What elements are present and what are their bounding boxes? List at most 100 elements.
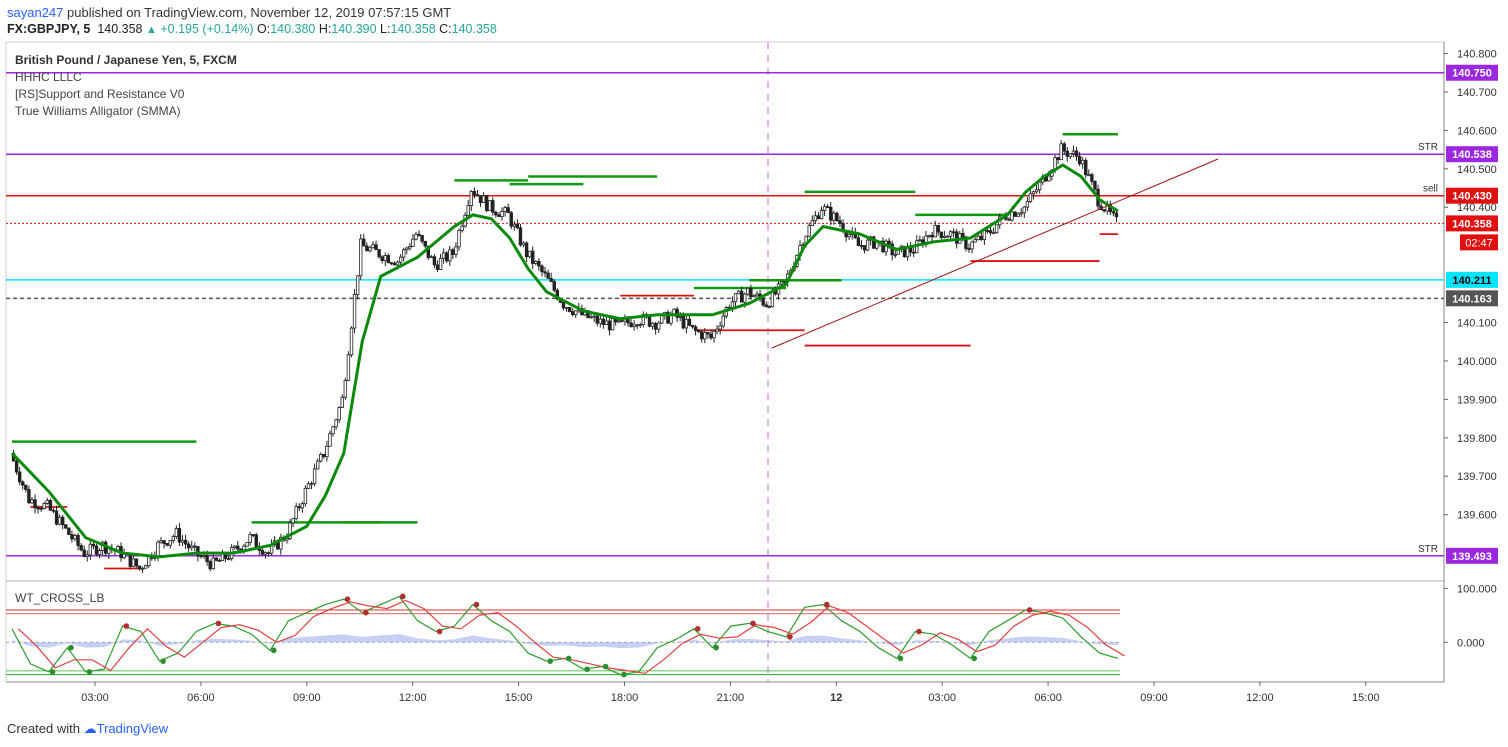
price-tag-box bbox=[1446, 64, 1498, 81]
candle-body bbox=[973, 239, 977, 243]
candle-body bbox=[319, 453, 323, 462]
candle-body bbox=[395, 261, 400, 266]
candle-body bbox=[438, 257, 443, 270]
candle-body bbox=[478, 195, 483, 203]
candle-body bbox=[435, 264, 440, 270]
candle-body bbox=[426, 245, 430, 258]
x-tick-label: 15:00 bbox=[505, 692, 533, 704]
candle-body bbox=[79, 545, 83, 551]
candle-body bbox=[942, 235, 947, 238]
cross-dot bbox=[584, 666, 590, 673]
candle-body bbox=[423, 240, 427, 247]
y-tick-label: 140.000 bbox=[1457, 356, 1497, 368]
candle-body bbox=[512, 223, 517, 227]
candle-body bbox=[57, 516, 62, 525]
candle-body bbox=[733, 293, 738, 303]
cross-dot bbox=[123, 623, 130, 629]
wt-diff-area bbox=[12, 634, 1118, 649]
candle-body bbox=[214, 557, 219, 561]
candle-body bbox=[70, 534, 74, 540]
candle-body bbox=[832, 212, 836, 221]
candle-body bbox=[445, 252, 449, 262]
candle-body bbox=[847, 234, 851, 238]
candle-body bbox=[632, 324, 636, 328]
candle-body bbox=[761, 298, 765, 306]
candle-body bbox=[865, 239, 870, 251]
y-tick-label: 140.400 bbox=[1457, 202, 1497, 214]
candle-body bbox=[42, 502, 46, 510]
candle-body bbox=[561, 301, 566, 309]
cross-dot bbox=[344, 596, 351, 602]
y-tick-label: 139.600 bbox=[1457, 510, 1497, 522]
candle-body bbox=[475, 194, 480, 197]
x-tick-label: 18:00 bbox=[611, 692, 639, 704]
candle-body bbox=[137, 565, 142, 570]
candle-body bbox=[970, 241, 974, 250]
candle-body bbox=[358, 238, 363, 277]
cross-dot bbox=[399, 593, 406, 600]
candle-body bbox=[217, 559, 222, 562]
candle-body bbox=[174, 528, 179, 538]
candle-body bbox=[39, 507, 43, 510]
candle-body bbox=[343, 380, 348, 398]
candle-body bbox=[497, 214, 501, 217]
candle-body bbox=[1062, 143, 1066, 152]
candle-body bbox=[162, 540, 166, 544]
candle-body bbox=[527, 250, 532, 258]
candle-body bbox=[131, 558, 136, 567]
candle-body bbox=[715, 328, 719, 332]
cross-dot bbox=[971, 655, 978, 662]
candle-body bbox=[509, 212, 513, 227]
publisher-name[interactable]: sayan247 bbox=[7, 5, 64, 20]
cross-dot bbox=[916, 628, 922, 635]
candle-body bbox=[451, 249, 455, 255]
level-tag: sell bbox=[1423, 184, 1438, 195]
cross-dot bbox=[86, 669, 93, 675]
candle-body bbox=[1093, 180, 1097, 190]
tradingview-logo-icon: ☁ bbox=[83, 721, 97, 736]
candle-body bbox=[91, 543, 96, 547]
candle-body bbox=[746, 287, 750, 295]
candle-body bbox=[1013, 211, 1017, 217]
x-tick-label: 12 bbox=[830, 692, 842, 704]
candle-body bbox=[629, 322, 633, 328]
candle-body bbox=[601, 318, 606, 325]
candle-body bbox=[951, 231, 956, 234]
x-tick-label: 06:00 bbox=[1034, 692, 1062, 704]
candle-body bbox=[534, 260, 538, 264]
candle-body bbox=[650, 322, 655, 327]
created-with-text: Created with bbox=[7, 721, 80, 736]
x-tick-label: 06:00 bbox=[187, 692, 215, 704]
candle-body bbox=[749, 287, 753, 297]
candle-body bbox=[374, 244, 378, 251]
close-label: C: bbox=[439, 22, 452, 36]
candle-body bbox=[598, 318, 603, 324]
candle-body bbox=[764, 304, 768, 307]
candle-body bbox=[183, 539, 188, 545]
candle-body bbox=[684, 318, 689, 329]
candle-body bbox=[263, 552, 268, 555]
candle-body bbox=[454, 246, 458, 255]
x-tick-label: 03:00 bbox=[81, 692, 109, 704]
tradingview-link[interactable]: TradingView bbox=[96, 721, 169, 736]
open-value: 140.380 bbox=[270, 22, 316, 36]
y-tick-label: 139.700 bbox=[1457, 471, 1497, 483]
candle-body bbox=[1087, 174, 1091, 177]
x-tick-label: 09:00 bbox=[293, 692, 321, 704]
candle-body bbox=[1010, 211, 1014, 221]
candle-body bbox=[64, 524, 68, 529]
candle-body bbox=[288, 522, 292, 539]
candle-body bbox=[205, 555, 209, 562]
candle-body bbox=[506, 207, 510, 214]
y-tick-label: 140.700 bbox=[1457, 87, 1497, 99]
candle-body bbox=[377, 249, 381, 258]
candle-body bbox=[484, 195, 489, 211]
y-tick-label: 140.100 bbox=[1457, 318, 1497, 330]
wt2-line bbox=[18, 599, 1125, 674]
candle-body bbox=[331, 426, 335, 435]
candle-body bbox=[1077, 155, 1082, 165]
y-tick-label: 140.800 bbox=[1457, 49, 1497, 61]
candle-body bbox=[939, 231, 944, 238]
trendline[interactable] bbox=[771, 158, 1219, 349]
